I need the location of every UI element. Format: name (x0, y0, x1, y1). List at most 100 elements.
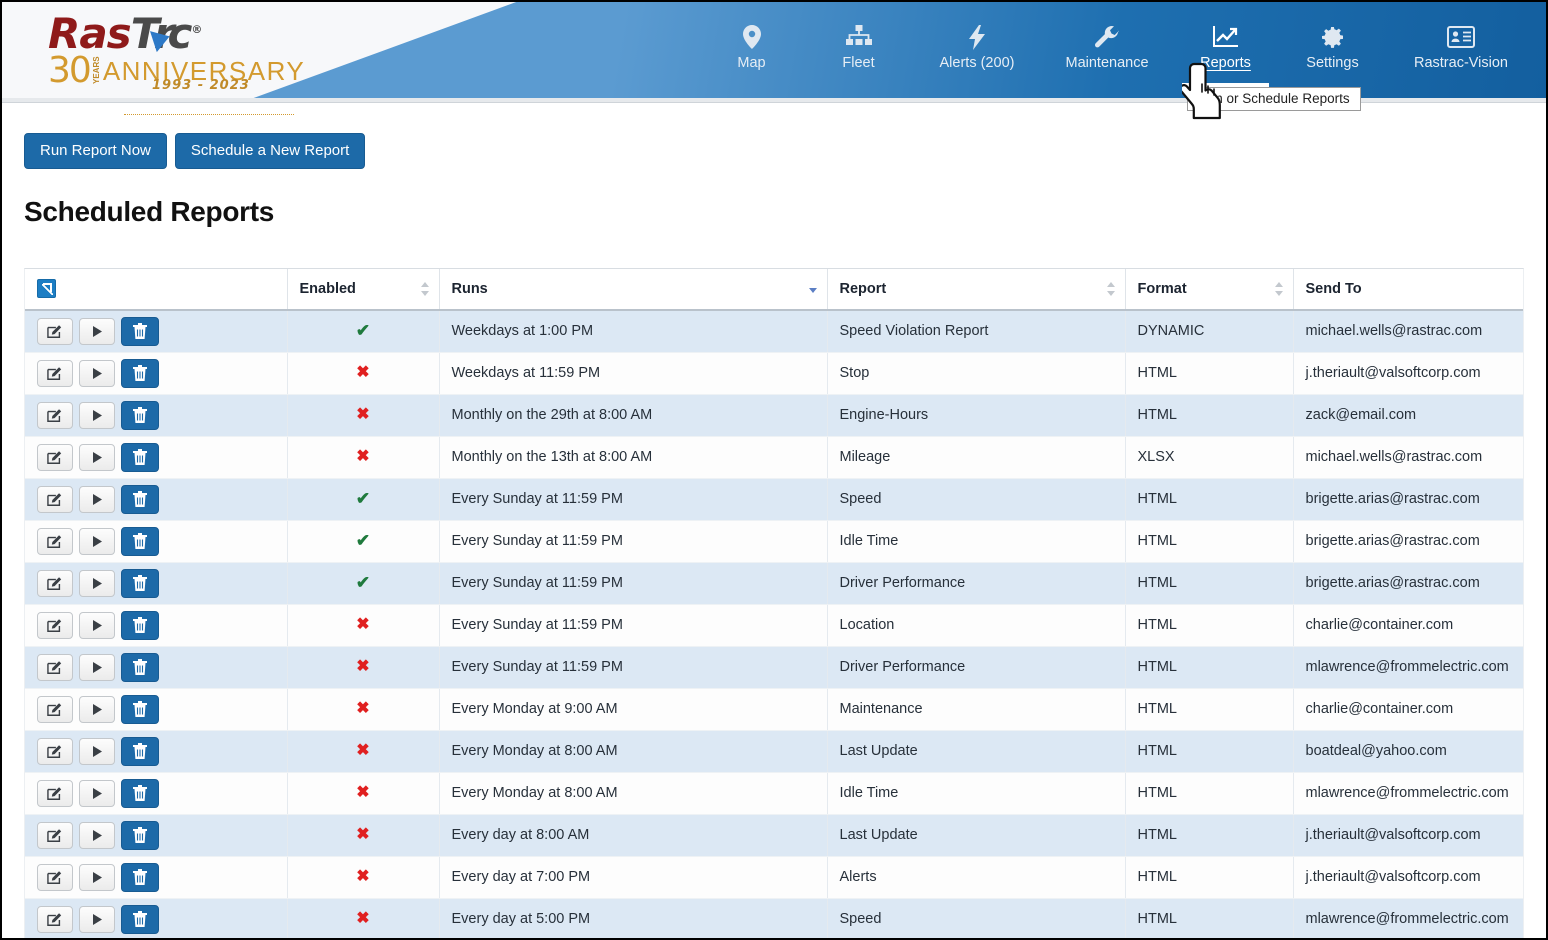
row-actions-cell (25, 562, 288, 605)
delete-report-button[interactable] (121, 526, 159, 556)
delete-report-button[interactable] (121, 568, 159, 598)
nav-item-reports[interactable]: Reports (1172, 24, 1279, 87)
sort-indicator-enabled[interactable] (420, 281, 430, 297)
edit-report-button[interactable] (37, 863, 73, 891)
edit-report-button[interactable] (37, 905, 73, 933)
edit-report-button[interactable] (37, 527, 73, 555)
delete-report-button[interactable] (121, 442, 159, 472)
table-row[interactable]: ✖ Weekdays at 11:59 PM Stop HTML j.theriault… (25, 352, 1523, 395)
delete-report-button[interactable] (121, 316, 159, 346)
nav-item-alerts[interactable]: Alerts (200) (912, 24, 1042, 75)
run-report-now-button[interactable]: Run Report Now (24, 133, 167, 169)
nav-item-settings[interactable]: Settings (1279, 24, 1386, 75)
table-row[interactable]: ✖ Every Monday at 8:00 AM Idle Time HTML mla… (25, 772, 1523, 815)
delete-report-button[interactable] (121, 484, 159, 514)
delete-report-button[interactable] (121, 862, 159, 892)
edit-report-button[interactable] (37, 779, 73, 807)
run-report-button[interactable] (79, 905, 115, 933)
runs-cell: Every Monday at 9:00 AM (439, 688, 828, 731)
runs-cell: Every Sunday at 11:59 PM (439, 604, 828, 647)
edit-report-button[interactable] (37, 485, 73, 513)
report-cell: Maintenance (827, 688, 1126, 731)
edit-icon (47, 870, 63, 885)
delete-report-button[interactable] (121, 400, 159, 430)
edit-icon (47, 744, 63, 759)
nav-item-maintenance[interactable]: Maintenance (1042, 24, 1172, 75)
nav-item-fleet[interactable]: Fleet (805, 24, 912, 75)
edit-report-button[interactable] (37, 443, 73, 471)
play-icon (92, 409, 102, 421)
disabled-cross-icon: ✖ (356, 826, 370, 843)
trash-icon (133, 533, 147, 549)
logo-thirty-text: 30 (48, 50, 92, 91)
table-row[interactable]: ✖ Monthly on the 29th at 8:00 AM Engine-Ho… (25, 394, 1523, 437)
table-row[interactable]: ✖ Every day at 7:00 PM Alerts HTML j.theriau… (25, 856, 1523, 899)
nav-item-map[interactable]: Map (698, 24, 805, 75)
run-report-button[interactable] (79, 401, 115, 429)
run-report-button[interactable] (79, 317, 115, 345)
run-report-button[interactable] (79, 653, 115, 681)
edit-icon (47, 366, 63, 381)
run-report-button[interactable] (79, 443, 115, 471)
schedule-new-report-button[interactable]: Schedule a New Report (174, 133, 366, 169)
sort-indicator-report[interactable] (1106, 281, 1116, 297)
nav-item-rastrac-vision[interactable]: Rastrac-Vision (1386, 24, 1536, 75)
run-report-button[interactable] (79, 485, 115, 513)
run-report-button[interactable] (79, 569, 115, 597)
column-header-send-to[interactable]: Send To (1293, 269, 1523, 311)
delete-report-button[interactable] (121, 904, 159, 934)
delete-report-button[interactable] (121, 820, 159, 850)
nav-label-maintenance: Maintenance (1065, 55, 1149, 71)
run-report-button[interactable] (79, 821, 115, 849)
table-row[interactable]: ✔ Every Sunday at 11:59 PM Speed HTML briget… (25, 478, 1523, 521)
delete-report-button[interactable] (121, 694, 159, 724)
run-report-button[interactable] (79, 737, 115, 765)
edit-report-button[interactable] (37, 737, 73, 765)
delete-report-button[interactable] (121, 358, 159, 388)
expand-arrow-icon[interactable] (37, 279, 56, 298)
sort-indicator-format[interactable] (1274, 281, 1284, 297)
logo-tr-text: Tr (130, 9, 175, 58)
table-row[interactable]: ✖ Every Monday at 8:00 AM Last Update HTML b… (25, 730, 1523, 773)
edit-report-button[interactable] (37, 821, 73, 849)
run-report-button[interactable] (79, 359, 115, 387)
run-report-button[interactable] (79, 863, 115, 891)
format-cell: HTML (1125, 856, 1294, 899)
rastrac-logo[interactable]: RasTrc® 30 YEARSANNIVERSARY 1993 - 2023 (48, 8, 304, 115)
edit-report-button[interactable] (37, 359, 73, 387)
edit-report-button[interactable] (37, 611, 73, 639)
edit-report-button[interactable] (37, 569, 73, 597)
table-row[interactable]: ✖ Every Sunday at 11:59 PM Driver Performa… (25, 646, 1523, 689)
wrench-icon (1042, 24, 1172, 50)
logo-ras-text: Ras (48, 9, 132, 58)
edit-report-button[interactable] (37, 317, 73, 345)
table-row[interactable]: ✖ Every day at 5:00 PM Speed HTML mlawrence@… (25, 898, 1523, 938)
report-cell: Engine-Hours (827, 394, 1126, 437)
edit-report-button[interactable] (37, 401, 73, 429)
table-header-row: Enabled Runs Report Format (25, 269, 1523, 311)
table-row[interactable]: ✔ Weekdays at 1:00 PM Speed Violation Repo… (25, 310, 1523, 353)
table-row[interactable]: ✔ Every Sunday at 11:59 PM Driver Performa… (25, 562, 1523, 605)
table-row[interactable]: ✔ Every Sunday at 11:59 PM Idle Time HTML br… (25, 520, 1523, 563)
column-header-format[interactable]: Format (1125, 269, 1294, 311)
delete-report-button[interactable] (121, 610, 159, 640)
run-report-button[interactable] (79, 527, 115, 555)
column-header-enabled[interactable]: Enabled (287, 269, 440, 311)
format-cell: HTML (1125, 772, 1294, 815)
run-report-button[interactable] (79, 695, 115, 723)
table-row[interactable]: ✖ Every Sunday at 11:59 PM Location HTML cha… (25, 604, 1523, 647)
column-header-runs[interactable]: Runs (439, 269, 828, 311)
delete-report-button[interactable] (121, 778, 159, 808)
run-report-button[interactable] (79, 611, 115, 639)
edit-report-button[interactable] (37, 695, 73, 723)
table-row[interactable]: ✖ Every day at 8:00 AM Last Update HTML j.th… (25, 814, 1523, 857)
table-row[interactable]: ✖ Monthly on the 13th at 8:00 AM Mileage XL… (25, 436, 1523, 479)
sort-indicator-runs-descending[interactable] (808, 281, 818, 297)
run-report-button[interactable] (79, 779, 115, 807)
delete-report-button[interactable] (121, 652, 159, 682)
edit-report-button[interactable] (37, 653, 73, 681)
column-label-send-to: Send To (1305, 280, 1362, 297)
delete-report-button[interactable] (121, 736, 159, 766)
table-row[interactable]: ✖ Every Monday at 9:00 AM Maintenance HTML c… (25, 688, 1523, 731)
column-header-report[interactable]: Report (827, 269, 1126, 311)
